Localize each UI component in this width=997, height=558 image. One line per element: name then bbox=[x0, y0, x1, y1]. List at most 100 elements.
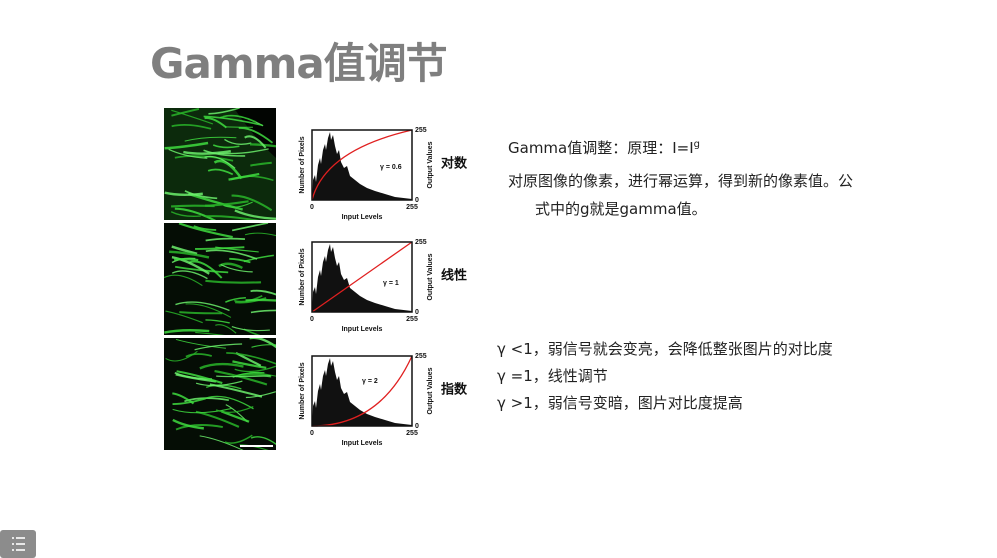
panel-label: 指数 bbox=[441, 382, 468, 398]
filament bbox=[203, 149, 246, 157]
y2-tick-label: 255 bbox=[415, 239, 427, 246]
filament bbox=[215, 246, 259, 253]
filament bbox=[170, 211, 201, 217]
filament bbox=[173, 258, 199, 262]
y2-axis-label: Output Values bbox=[427, 141, 434, 188]
filament bbox=[223, 201, 253, 208]
x-tick-label: 255 bbox=[406, 204, 418, 211]
filament bbox=[244, 135, 267, 149]
rule: γ >1，弱信号变暗，图片对比度提高 bbox=[497, 394, 743, 412]
filament bbox=[245, 298, 276, 302]
y2-tick-label: 255 bbox=[415, 127, 427, 134]
filament bbox=[174, 265, 229, 274]
filament bbox=[226, 352, 276, 365]
filament bbox=[231, 326, 270, 332]
filament bbox=[249, 143, 276, 148]
filament bbox=[215, 324, 237, 334]
x-tick-label: 255 bbox=[406, 316, 418, 323]
rule: γ <1，弱信号就会变亮，会降低整张图片的对比度 bbox=[497, 340, 833, 358]
filament bbox=[212, 144, 240, 149]
plot-frame bbox=[311, 241, 413, 313]
filament bbox=[171, 256, 210, 275]
filament bbox=[172, 397, 206, 405]
filament bbox=[249, 338, 276, 349]
y2-axis-label: Output Values bbox=[427, 367, 434, 414]
y2-tick-label: 0 bbox=[415, 309, 419, 316]
filament bbox=[171, 123, 212, 130]
filament bbox=[218, 262, 243, 270]
x-tick-label: 0 bbox=[310, 316, 314, 323]
filament bbox=[207, 168, 234, 176]
filament bbox=[204, 116, 228, 129]
filament bbox=[199, 362, 244, 370]
rule: γ =1，线性调节 bbox=[497, 367, 608, 385]
filament bbox=[188, 260, 223, 279]
description-cont: 式中的g就是gamma值。 bbox=[535, 200, 707, 218]
filament bbox=[164, 141, 209, 150]
x-axis-label: Input Levels bbox=[342, 326, 383, 333]
filament bbox=[231, 194, 273, 212]
filament bbox=[175, 338, 226, 349]
slide-title: Gamma值调节 bbox=[150, 39, 448, 88]
filament bbox=[178, 223, 233, 239]
histogram-fill bbox=[312, 358, 412, 426]
filament bbox=[205, 215, 260, 220]
filament bbox=[169, 250, 210, 259]
filament bbox=[213, 159, 243, 180]
filament bbox=[175, 424, 223, 431]
y2-tick-label: 255 bbox=[415, 353, 427, 360]
filament bbox=[238, 127, 274, 144]
gamma-label: γ = 1 bbox=[383, 280, 399, 287]
filament bbox=[164, 191, 203, 196]
filament bbox=[179, 311, 223, 315]
y-axis-label: Number of Pixels bbox=[299, 136, 306, 193]
filament bbox=[224, 434, 253, 444]
x-tick-label: 0 bbox=[310, 430, 314, 437]
filament bbox=[205, 279, 262, 284]
filament bbox=[174, 207, 217, 220]
filament bbox=[208, 108, 240, 115]
filament bbox=[250, 161, 272, 167]
filament bbox=[184, 190, 218, 200]
formula: Gamma值调整：原理：I=Ig bbox=[508, 137, 700, 158]
filament bbox=[234, 209, 276, 220]
filament bbox=[184, 136, 237, 142]
filament bbox=[193, 225, 217, 231]
filament bbox=[172, 418, 204, 430]
filament bbox=[165, 310, 203, 324]
filament bbox=[205, 200, 249, 207]
filament bbox=[171, 245, 198, 255]
x-axis-label: Input Levels bbox=[342, 440, 383, 447]
filament bbox=[206, 395, 254, 410]
filament bbox=[234, 365, 276, 373]
plot-frame bbox=[311, 129, 413, 201]
filament bbox=[171, 109, 214, 125]
filament bbox=[251, 344, 276, 348]
x-axis-label: Input Levels bbox=[342, 214, 383, 221]
filament bbox=[176, 370, 223, 385]
filament bbox=[185, 303, 232, 318]
filament bbox=[250, 309, 276, 314]
filament bbox=[250, 436, 276, 446]
y-axis-label: Number of Pixels bbox=[299, 248, 306, 305]
filament bbox=[168, 148, 208, 159]
filament bbox=[225, 297, 246, 303]
filament bbox=[195, 331, 225, 335]
filament bbox=[235, 297, 267, 304]
filament bbox=[219, 114, 257, 123]
x-tick-label: 0 bbox=[310, 204, 314, 211]
filament bbox=[215, 405, 254, 414]
filament bbox=[199, 435, 244, 450]
filament bbox=[205, 237, 246, 242]
filament bbox=[203, 115, 263, 127]
filament bbox=[204, 155, 236, 169]
filament bbox=[174, 155, 234, 162]
filament bbox=[216, 375, 271, 378]
y2-axis-label: Output Values bbox=[427, 253, 434, 300]
menu-button[interactable] bbox=[0, 530, 36, 558]
panel-label: 对数 bbox=[441, 156, 468, 172]
micrograph bbox=[164, 223, 276, 335]
